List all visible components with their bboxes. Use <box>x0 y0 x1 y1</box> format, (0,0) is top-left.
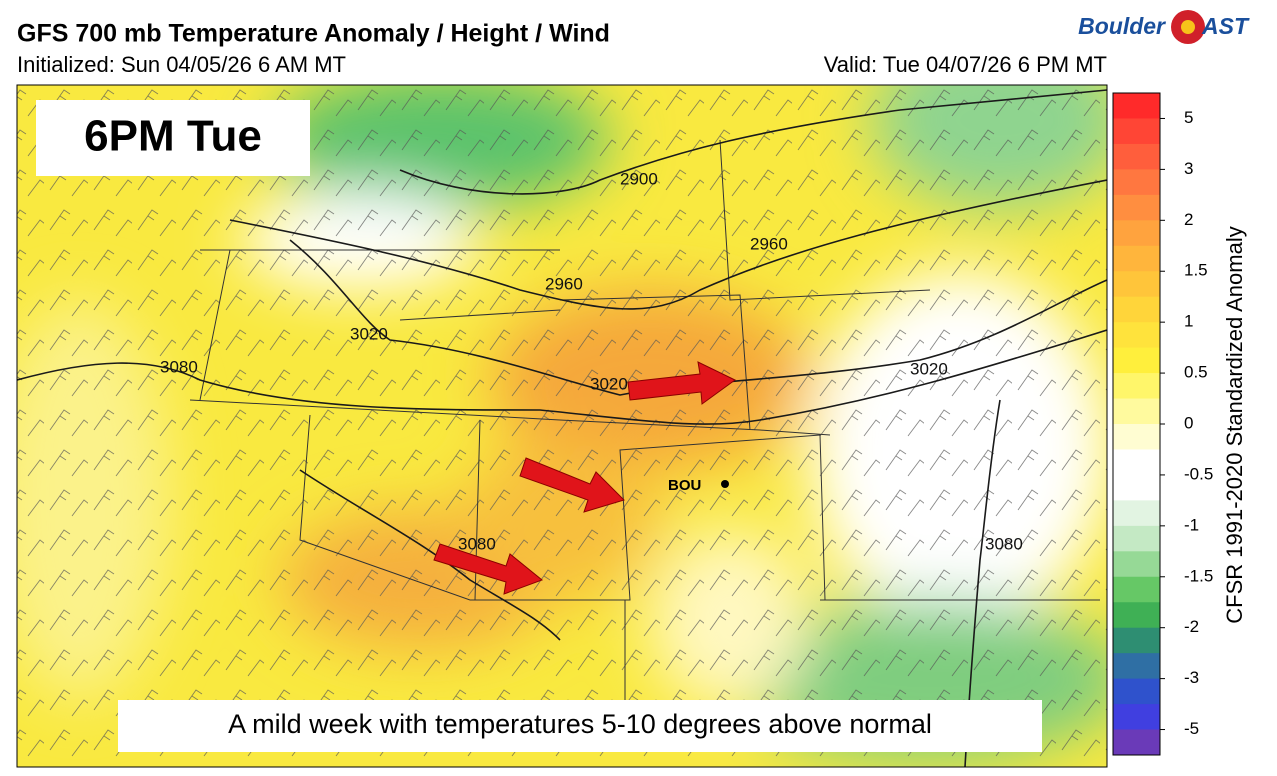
colorbar-tick-label: 1.5 <box>1184 261 1208 280</box>
colorbar-tick-label: 1 <box>1184 312 1193 331</box>
colorbar-tick-label: -3 <box>1184 668 1199 687</box>
station-dot <box>721 480 729 488</box>
colorbar-segment <box>1113 347 1160 374</box>
colorbar-segment <box>1113 398 1160 425</box>
colorbar-segment <box>1113 220 1160 247</box>
title: GFS 700 mb Temperature Anomaly / Height … <box>17 20 610 48</box>
colorbar-tick-label: 2 <box>1184 210 1193 229</box>
contour-label: 3020 <box>590 374 628 393</box>
logo-right: AST <box>1201 13 1250 39</box>
colorbar-segment <box>1113 627 1160 654</box>
colorbar-segment <box>1113 169 1160 196</box>
caption-box <box>118 700 1042 752</box>
colorbar-segment <box>1113 194 1160 221</box>
colorbar-segment <box>1113 525 1160 552</box>
caption: A mild week with temperatures 5-10 degre… <box>228 709 932 739</box>
colorbar-segment <box>1113 93 1160 119</box>
colorbar-segment <box>1113 704 1160 731</box>
contour-label: 3020 <box>910 359 948 378</box>
colorbar-segment <box>1113 322 1160 349</box>
colorbar-tick-label: 5 <box>1184 108 1193 127</box>
contour-label: 3020 <box>350 324 388 343</box>
height-contours <box>17 89 1107 767</box>
contour-label: 2960 <box>545 274 583 293</box>
colorbar-label: CFSR 1991-2020 Standardized Anomaly <box>1222 226 1247 623</box>
station-label: BOU <box>668 477 701 494</box>
colorbar-tick-label: -2 <box>1184 617 1199 636</box>
arrow <box>519 457 625 513</box>
time-box <box>36 100 310 176</box>
colorbar-segment <box>1113 653 1160 680</box>
colorbar-segment <box>1113 296 1160 323</box>
colorbar-segment <box>1113 678 1160 705</box>
colorbar-segment <box>1113 729 1160 756</box>
colorbar-segment <box>1113 551 1160 578</box>
colorbar-segment <box>1113 271 1160 298</box>
logo-icon-center <box>1181 20 1195 34</box>
colorbar-segment <box>1113 245 1160 272</box>
valid: Valid: Tue 04/07/26 6 PM MT <box>824 52 1107 77</box>
contour-label: 2960 <box>750 234 788 253</box>
contour-label: 3080 <box>985 534 1023 553</box>
map: 2900 2960 2960 3020 3020 3020 3080 3080 … <box>17 85 1107 767</box>
colorbar-tick-label: -1.5 <box>1184 566 1213 585</box>
colorbar-tick-label: 0 <box>1184 413 1193 432</box>
initialized: Initialized: Sun 04/05/26 6 AM MT <box>17 52 346 77</box>
colorbar-segment <box>1113 373 1160 400</box>
contour-labels: 2900 2960 2960 3020 3020 3020 3080 3080 … <box>160 169 1023 553</box>
logo-left: Boulder <box>1078 13 1166 39</box>
arrows <box>433 361 736 595</box>
colorbar-segment <box>1113 602 1160 629</box>
colorbar-segment <box>1113 576 1160 603</box>
colorbar-tick-label: -1 <box>1184 515 1199 534</box>
contour-label: 3080 <box>458 534 496 553</box>
contour-label: 2900 <box>620 169 658 188</box>
colorbar-segment <box>1113 500 1160 527</box>
time-label: 6PM Tue <box>84 112 262 161</box>
colorbar-tick-label: 3 <box>1184 159 1193 178</box>
colorbar: 5 3 2 1.5 1 0.5 0 -0.5 -1 -1.5 -2 -3 -5 <box>1112 92 1213 756</box>
colorbar-tick-label: -5 <box>1184 719 1199 738</box>
colorbar-segment <box>1113 449 1160 476</box>
arrow <box>627 361 736 405</box>
map-frame <box>16 84 1108 768</box>
colorbar-segment <box>1113 474 1160 501</box>
colorbar-tick-label: 0.5 <box>1184 363 1208 382</box>
state-borders <box>189 139 1100 700</box>
colorbar-segment <box>1113 118 1160 145</box>
colorbar-tick-label: -0.5 <box>1184 464 1213 483</box>
colorbar-segment <box>1113 143 1160 170</box>
arrow <box>433 543 543 595</box>
colorbar-segment <box>1113 424 1160 450</box>
contour-label: 3080 <box>160 357 198 376</box>
wind-barbs <box>17 85 1107 767</box>
